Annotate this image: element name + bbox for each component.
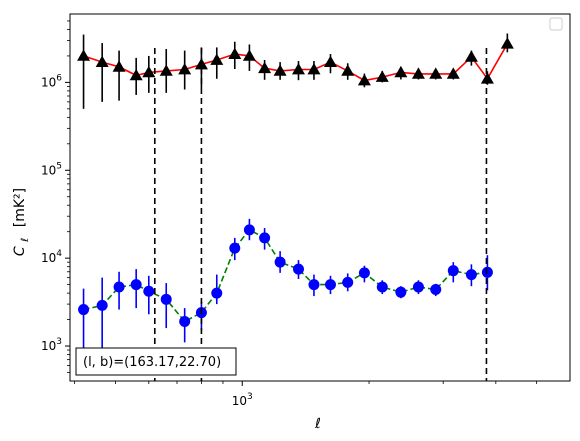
y-tick-label: 104 [41, 249, 62, 265]
annotation-box: (l, b)=(163.17,22.70) [75, 347, 237, 376]
data-point-triangle [500, 37, 514, 49]
data-point-triangle [129, 68, 143, 81]
data-point-triangle [375, 70, 389, 82]
data-point-triangle [178, 63, 192, 75]
data-point-circle [96, 299, 108, 311]
data-point-triangle [159, 64, 173, 76]
data-point-triangle [142, 65, 156, 78]
data-point-triangle [464, 50, 478, 62]
data-point-circle [358, 267, 370, 279]
data-point-circle [395, 286, 407, 298]
annotation-frame [75, 347, 237, 376]
y-tick-label: 103 [41, 337, 62, 353]
data-point-circle [274, 256, 286, 268]
data-point-triangle [258, 61, 272, 74]
y-tick-label: 105 [41, 161, 62, 177]
y-tick-label: 106 [41, 73, 62, 89]
data-point-triangle [394, 65, 408, 78]
data-point-circle [243, 224, 255, 236]
data-point-circle [113, 281, 125, 293]
data-point-triangle [291, 63, 305, 75]
data-point-circle [292, 263, 304, 275]
data-point-circle [430, 283, 442, 295]
data-point-circle [376, 281, 388, 293]
data-point-triangle [480, 72, 494, 84]
data-point-circle [259, 232, 271, 244]
annotation-text: (l, b)=(163.17,22.70) [83, 355, 221, 370]
series-layer [77, 33, 514, 351]
data-point-triangle [307, 63, 321, 75]
y-axis-label-sub: ℓ [20, 238, 31, 242]
data-point-triangle [112, 60, 126, 72]
y-axis-label: C ℓ [mK²] [12, 188, 32, 256]
data-point-circle [465, 269, 477, 281]
data-point-triangle [77, 49, 91, 61]
data-point-circle [412, 281, 424, 293]
data-point-triangle [95, 55, 109, 68]
data-point-triangle [323, 55, 337, 68]
data-point-circle [78, 304, 90, 316]
series-2 [78, 218, 493, 351]
data-point-triangle [210, 53, 224, 65]
data-point-triangle [446, 67, 460, 79]
data-point-circle [447, 265, 459, 277]
data-point-triangle [429, 67, 443, 79]
data-point-triangle [357, 74, 371, 86]
data-point-circle [324, 279, 336, 291]
data-point-circle [143, 285, 155, 297]
data-point-circle [308, 279, 320, 291]
data-point-triangle [411, 67, 425, 79]
data-point-circle [342, 276, 354, 288]
data-point-triangle [228, 47, 242, 59]
data-point-triangle [273, 64, 287, 76]
tick-layer: 103 103 104 105 106 [41, 20, 538, 408]
x-axis-label: ℓ [314, 416, 321, 432]
data-point-circle [229, 242, 241, 254]
legend-box [549, 17, 563, 31]
axes-frame [69, 13, 571, 382]
y-axis-label-main: C [12, 246, 28, 256]
vline-layer [153, 48, 488, 381]
data-point-circle [160, 293, 172, 305]
svg-text:C ℓ [mK²]: C ℓ [mK²] [12, 188, 32, 256]
data-point-triangle [242, 49, 256, 61]
data-point-triangle [341, 64, 355, 76]
x-tick-label: 103 [232, 392, 253, 408]
data-point-circle [481, 266, 493, 278]
legend-frame [549, 17, 563, 31]
data-point-circle [179, 316, 191, 328]
y-axis-label-unit: [mK²] [12, 188, 28, 227]
data-point-circle [211, 287, 223, 299]
data-point-circle [130, 279, 142, 291]
